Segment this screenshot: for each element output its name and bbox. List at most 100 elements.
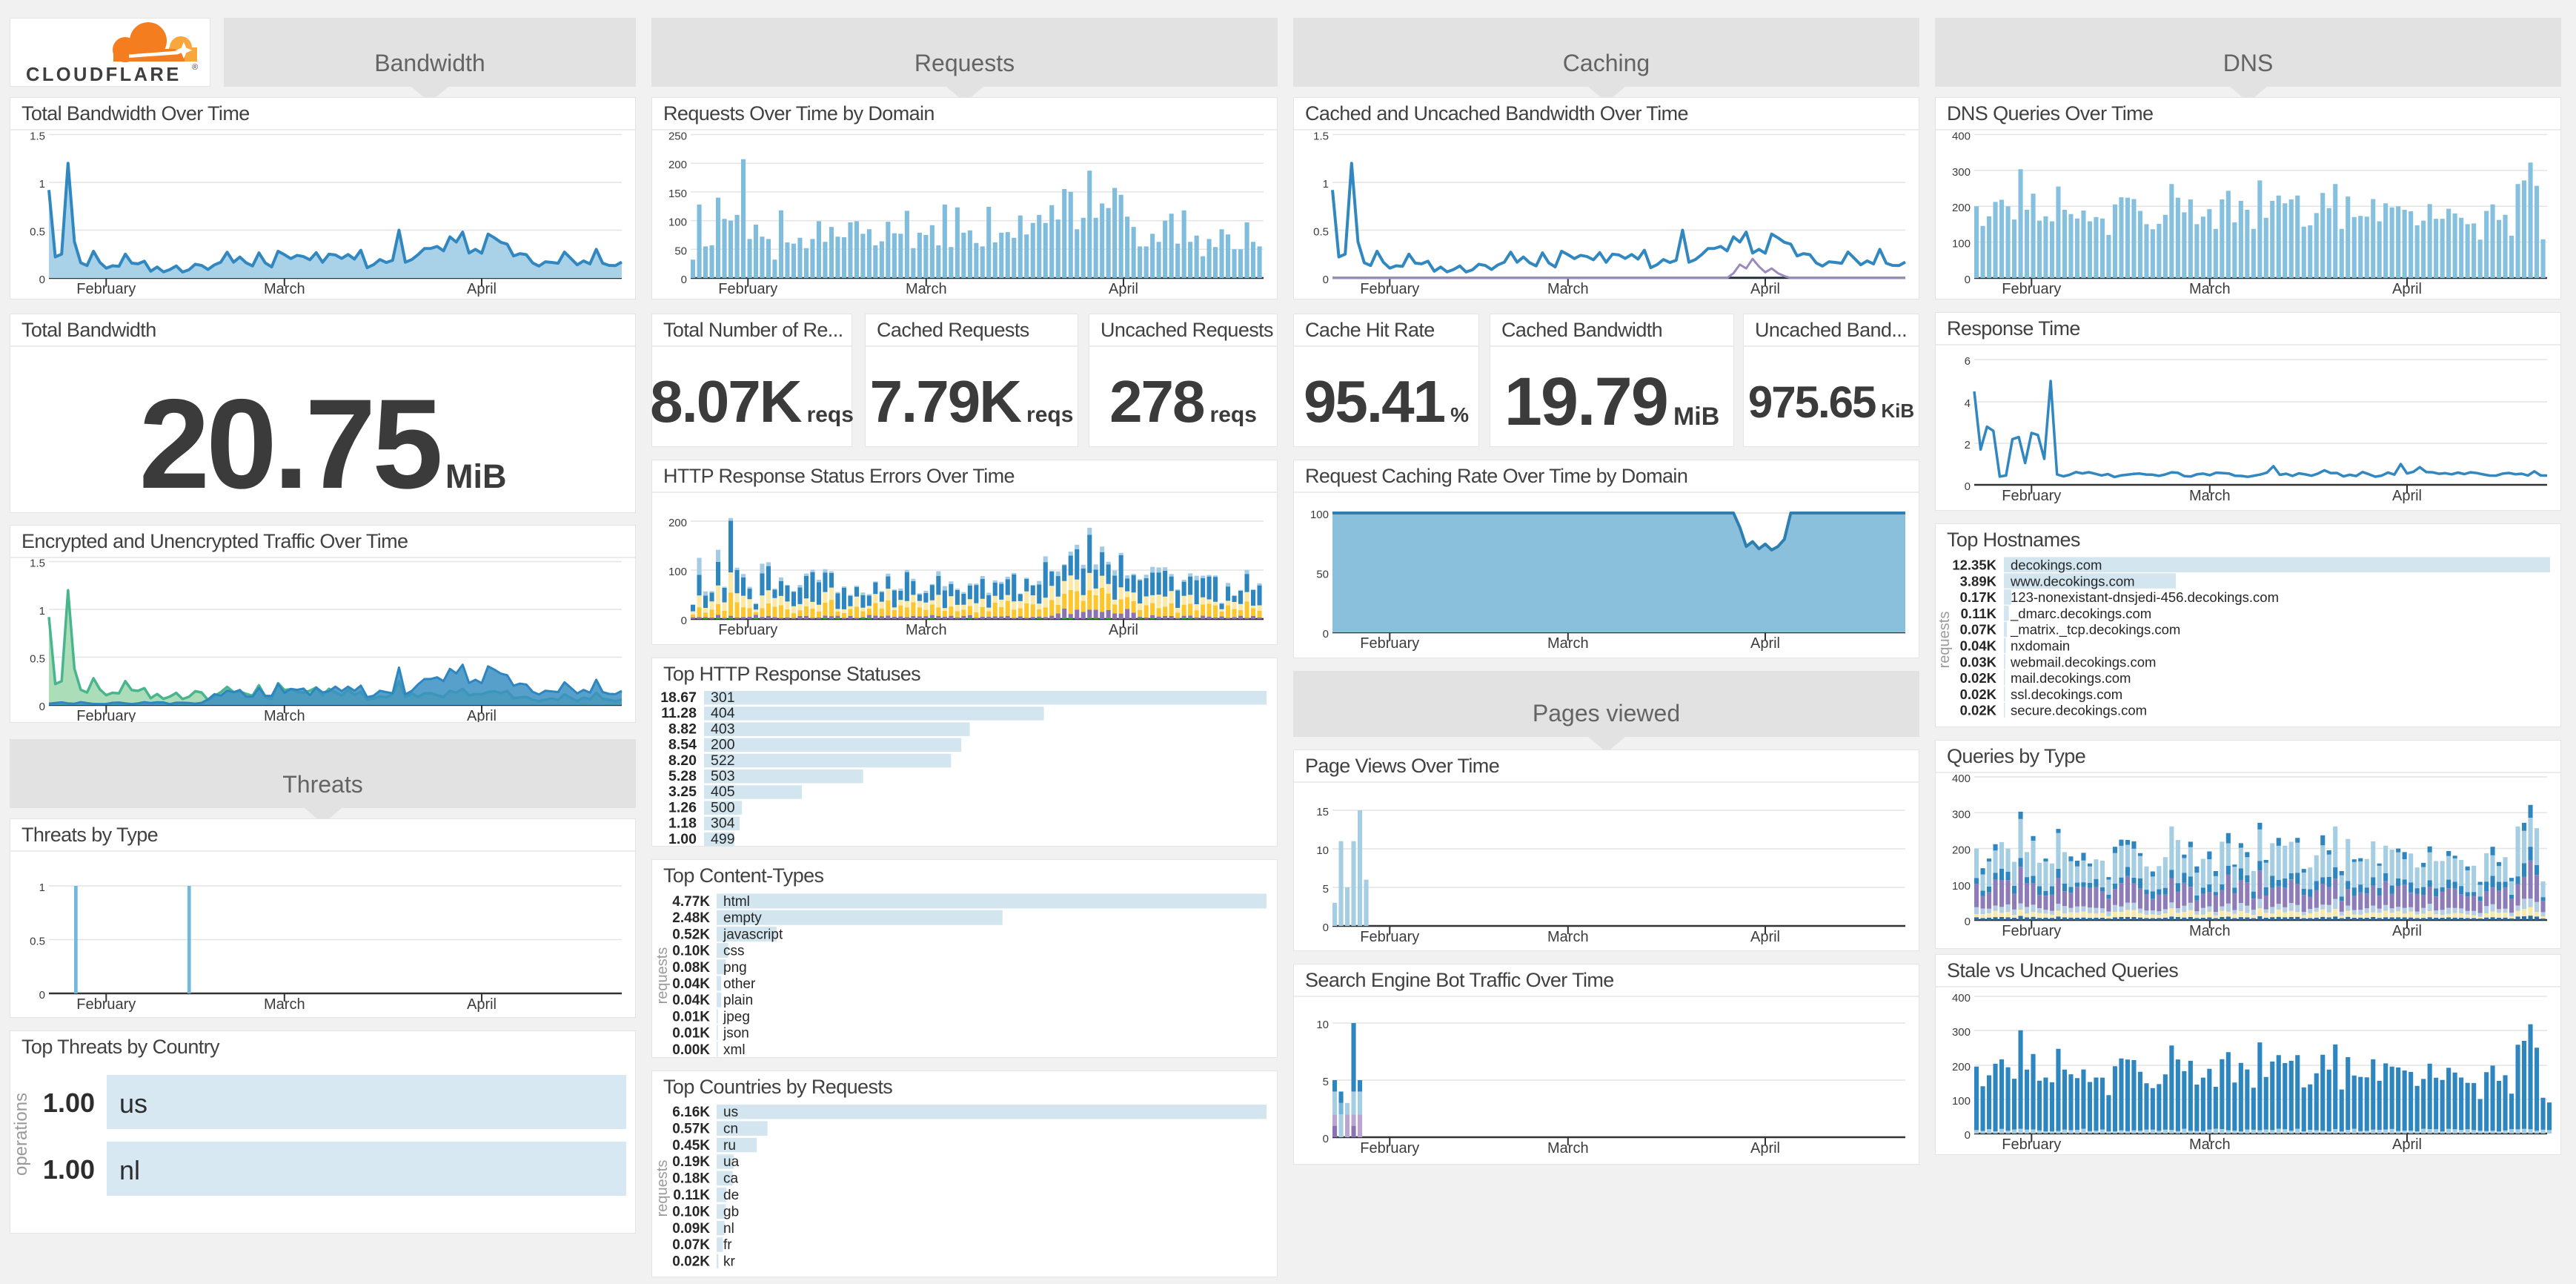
svg-text:requests: requests bbox=[1936, 612, 1953, 669]
svg-text:0.07K: 0.07K bbox=[1960, 622, 1997, 638]
svg-text:secure.decokings.com: secure.decokings.com bbox=[2011, 703, 2147, 718]
svg-text:nl: nl bbox=[119, 1155, 140, 1185]
svg-text:12.35K: 12.35K bbox=[1952, 557, 1996, 573]
svg-text:1.18: 1.18 bbox=[668, 815, 697, 832]
svg-text:de: de bbox=[723, 1188, 739, 1203]
svg-text:4: 4 bbox=[1965, 397, 1971, 410]
svg-text:gb: gb bbox=[723, 1204, 739, 1220]
svg-text:kr: kr bbox=[723, 1254, 736, 1270]
svg-text:April: April bbox=[1750, 281, 1780, 297]
svg-text:nxdomain: nxdomain bbox=[2011, 638, 2070, 654]
svg-text:100: 100 bbox=[1952, 1095, 1971, 1108]
svg-text:5.28: 5.28 bbox=[668, 768, 697, 784]
svg-text:2.48K: 2.48K bbox=[672, 910, 710, 926]
svg-text:0.18K: 0.18K bbox=[672, 1171, 710, 1187]
svg-text:400: 400 bbox=[1952, 130, 1971, 143]
svg-text:0.04K: 0.04K bbox=[672, 976, 710, 992]
svg-text:2: 2 bbox=[1965, 439, 1971, 451]
svg-text:6.16K: 6.16K bbox=[672, 1105, 710, 1120]
svg-text:February: February bbox=[1360, 281, 1419, 297]
svg-text:1.5: 1.5 bbox=[1313, 130, 1329, 143]
svg-text:plain: plain bbox=[723, 993, 753, 1008]
svg-text:March: March bbox=[264, 708, 305, 722]
svg-text:February: February bbox=[76, 996, 136, 1013]
svg-text:March: March bbox=[2189, 488, 2231, 504]
svg-text:0.09K: 0.09K bbox=[672, 1221, 710, 1237]
svg-text:15: 15 bbox=[1316, 806, 1329, 818]
svg-text:February: February bbox=[1360, 929, 1419, 945]
svg-text:requests: requests bbox=[654, 947, 671, 1005]
svg-text:1: 1 bbox=[39, 881, 45, 894]
svg-text:ua: ua bbox=[723, 1154, 740, 1170]
svg-text:March: March bbox=[906, 281, 947, 297]
svg-text:10: 10 bbox=[1316, 1019, 1329, 1031]
svg-text:April: April bbox=[2392, 1136, 2422, 1153]
svg-text:0: 0 bbox=[39, 701, 45, 713]
svg-text:0.01K: 0.01K bbox=[672, 1009, 710, 1025]
svg-text:0.00K: 0.00K bbox=[672, 1042, 710, 1058]
svg-text:March: March bbox=[1547, 281, 1589, 297]
svg-text:us: us bbox=[119, 1088, 147, 1119]
svg-text:10: 10 bbox=[1316, 844, 1329, 857]
svg-text:nl: nl bbox=[723, 1221, 734, 1237]
svg-text:100: 100 bbox=[1952, 238, 1971, 251]
svg-text:March: March bbox=[2189, 1136, 2231, 1153]
svg-text:fr: fr bbox=[723, 1237, 732, 1253]
svg-text:404: 404 bbox=[711, 705, 735, 721]
svg-text:March: March bbox=[1547, 929, 1589, 945]
svg-text:5: 5 bbox=[1323, 883, 1329, 896]
svg-text:0.5: 0.5 bbox=[30, 226, 45, 239]
svg-text:0: 0 bbox=[1323, 921, 1329, 934]
svg-text:0: 0 bbox=[681, 615, 687, 627]
svg-text:ssl.decokings.com: ssl.decokings.com bbox=[2011, 686, 2122, 702]
svg-text:April: April bbox=[467, 996, 497, 1013]
svg-text:0.19K: 0.19K bbox=[672, 1154, 710, 1170]
svg-text:®: ® bbox=[192, 63, 198, 72]
svg-text:ru: ru bbox=[723, 1138, 736, 1154]
svg-text:March: March bbox=[906, 622, 947, 638]
svg-text:0.04K: 0.04K bbox=[672, 993, 710, 1008]
svg-text:0.5: 0.5 bbox=[1313, 226, 1329, 239]
svg-text:4.77K: 4.77K bbox=[672, 894, 710, 910]
svg-text:April: April bbox=[2392, 488, 2422, 504]
svg-text:3.89K: 3.89K bbox=[1960, 573, 1997, 589]
svg-text:April: April bbox=[2392, 923, 2422, 939]
svg-text:18.67: 18.67 bbox=[660, 691, 697, 706]
svg-text:301: 301 bbox=[711, 691, 735, 706]
svg-text:304: 304 bbox=[711, 815, 735, 832]
svg-text:200: 200 bbox=[668, 159, 687, 171]
svg-text:0.07K: 0.07K bbox=[672, 1237, 710, 1253]
svg-text:100: 100 bbox=[1310, 509, 1329, 521]
svg-text:March: March bbox=[264, 281, 305, 297]
svg-text:1.5: 1.5 bbox=[30, 130, 45, 143]
svg-text:0.02K: 0.02K bbox=[672, 1254, 710, 1270]
svg-text:0.04K: 0.04K bbox=[1960, 638, 1997, 654]
svg-text:March: March bbox=[1547, 635, 1589, 652]
svg-text:April: April bbox=[2392, 281, 2422, 297]
svg-text:javascript: javascript bbox=[723, 927, 783, 942]
svg-text:requests: requests bbox=[654, 1160, 671, 1217]
svg-text:0.03K: 0.03K bbox=[1960, 654, 1997, 669]
svg-text:February: February bbox=[718, 281, 777, 297]
svg-text:200: 200 bbox=[1952, 1061, 1971, 1073]
svg-text:1: 1 bbox=[39, 178, 45, 191]
svg-text:March: March bbox=[2189, 281, 2231, 297]
svg-text:100: 100 bbox=[668, 216, 687, 229]
svg-text:February: February bbox=[2002, 923, 2061, 939]
svg-text:0: 0 bbox=[1965, 916, 1971, 928]
svg-text:300: 300 bbox=[1952, 166, 1971, 179]
svg-text:0.11K: 0.11K bbox=[1961, 606, 1997, 621]
svg-text:200: 200 bbox=[1952, 202, 1971, 214]
svg-text:1.00: 1.00 bbox=[43, 1088, 95, 1118]
svg-text:405: 405 bbox=[711, 784, 735, 800]
svg-text:123-nonexistant-dnsjedi-456.de: 123-nonexistant-dnsjedi-456.decokings.co… bbox=[2011, 589, 2279, 605]
svg-text:0.02K: 0.02K bbox=[1960, 686, 1997, 702]
svg-text:50: 50 bbox=[674, 245, 687, 257]
svg-text:1.26: 1.26 bbox=[668, 799, 697, 815]
svg-text:_matrix._tcp.decokings.com: _matrix._tcp.decokings.com bbox=[2010, 622, 2180, 638]
svg-text:empty: empty bbox=[723, 910, 762, 926]
svg-text:February: February bbox=[1360, 635, 1419, 652]
svg-text:February: February bbox=[718, 622, 777, 638]
svg-text:8.82: 8.82 bbox=[668, 721, 697, 737]
svg-text:us: us bbox=[723, 1105, 738, 1120]
